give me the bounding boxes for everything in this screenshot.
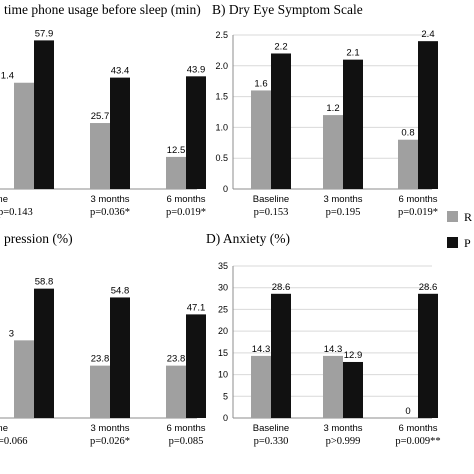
y-tick-label: 15 bbox=[218, 348, 228, 358]
y-tick-label: 30 bbox=[218, 283, 228, 293]
panel-title: D) Anxiety (%) bbox=[206, 231, 290, 246]
p-value-label: p=0.330 bbox=[254, 436, 289, 447]
y-tick-label: 5 bbox=[223, 391, 228, 401]
data-label: 23.8 bbox=[91, 354, 110, 365]
y-tick-label: 2.0 bbox=[215, 61, 228, 71]
bar-p-baseline bbox=[271, 293, 291, 418]
bar-r-baseline bbox=[251, 355, 271, 418]
bar-r-3-months bbox=[323, 355, 343, 418]
panel-title: B) Dry Eye Symptom Scale bbox=[212, 2, 363, 17]
p-value-label: p=0.019* bbox=[398, 207, 438, 218]
p-value-label: p=0.143 bbox=[0, 207, 33, 218]
bar-p-baseline bbox=[271, 53, 291, 190]
bar-p-6-months bbox=[186, 76, 206, 189]
p-value-label: p=0.195 bbox=[326, 207, 361, 218]
category-label: Baseline bbox=[253, 423, 289, 434]
panel-title: time phone usage before sleep (min) bbox=[4, 2, 201, 17]
data-label: 2.1 bbox=[346, 48, 359, 59]
bar-p-6-months bbox=[186, 314, 206, 418]
category-label: 6 months bbox=[166, 194, 205, 205]
bar-p-3-months bbox=[343, 361, 363, 418]
category-label: Baseline bbox=[0, 423, 8, 434]
bar-p-3-months bbox=[343, 59, 363, 189]
bar-r-3-months bbox=[90, 365, 110, 418]
bar-p-3-months bbox=[110, 77, 130, 189]
data-label: 43.4 bbox=[111, 66, 130, 77]
p-value-label: p=0.085 bbox=[169, 436, 204, 447]
data-label: 12.5 bbox=[167, 145, 186, 156]
y-tick-label: 0 bbox=[223, 184, 228, 194]
bar-p-6-months bbox=[418, 293, 438, 418]
chart-panel-a: time phone usage before sleep (min) 1.4 57… bbox=[0, 2, 206, 218]
category-label: Baseline bbox=[0, 194, 8, 205]
y-tick-label: 20 bbox=[218, 326, 228, 336]
data-label: 25.7 bbox=[91, 111, 110, 122]
y-tick-label: 0 bbox=[223, 413, 228, 423]
y-tick-label: 1.0 bbox=[215, 122, 228, 132]
legend: RP bbox=[447, 210, 472, 250]
bar-r-6-months bbox=[166, 156, 186, 189]
data-label: 28.6 bbox=[272, 282, 291, 293]
bar-r-6-months bbox=[398, 139, 418, 189]
data-label: 3 bbox=[9, 328, 14, 339]
data-label: 28.6 bbox=[419, 282, 438, 293]
category-label: 3 months bbox=[323, 194, 362, 205]
data-label: 54.8 bbox=[111, 285, 130, 296]
y-tick-label: 25 bbox=[218, 304, 228, 314]
category-label: 3 months bbox=[90, 194, 129, 205]
data-label: 2.2 bbox=[274, 41, 287, 52]
data-label: 0 bbox=[405, 406, 410, 417]
p-value-label: =0.066 bbox=[0, 436, 28, 447]
p-value-label: p>0.999 bbox=[326, 436, 361, 447]
panel-title: pression (%) bbox=[4, 231, 73, 246]
bar-p-baseline bbox=[34, 288, 54, 418]
chart-panel-c: pression (%) 3 58.8 Baseline =0.066 23.8 54.8 3… bbox=[0, 231, 206, 447]
data-label: 23.8 bbox=[167, 354, 186, 365]
data-label: 57.9 bbox=[35, 28, 54, 39]
data-label: 1.4 bbox=[1, 71, 14, 82]
bar-p-3-months bbox=[110, 297, 130, 418]
data-label: 1.6 bbox=[254, 78, 267, 89]
bar-p-baseline bbox=[34, 40, 54, 189]
y-tick-label: 1.5 bbox=[215, 92, 228, 102]
p-value-label: p=0.026* bbox=[90, 436, 130, 447]
p-value-label: p=0.009** bbox=[395, 436, 440, 447]
data-label: 14.3 bbox=[252, 344, 271, 355]
legend-label: P bbox=[464, 236, 471, 250]
y-tick-label: 0.5 bbox=[215, 153, 228, 163]
y-tick-label: 10 bbox=[218, 370, 228, 380]
category-label: 3 months bbox=[90, 423, 129, 434]
legend-swatch bbox=[447, 237, 458, 248]
data-label: 2.4 bbox=[421, 29, 434, 40]
bar-r-baseline bbox=[14, 82, 34, 189]
data-label: 0.8 bbox=[401, 128, 414, 139]
category-label: 6 months bbox=[398, 423, 437, 434]
data-label: 14.3 bbox=[324, 344, 343, 355]
chart-panel-d: D) Anxiety (%) 0 5 10 15 20 25 30 35 14.3 28.6 Base… bbox=[206, 231, 441, 447]
data-label: 12.9 bbox=[344, 350, 363, 361]
bar-r-baseline bbox=[14, 340, 34, 418]
y-tick-label: 2.5 bbox=[215, 30, 228, 40]
bar-r-3-months bbox=[90, 123, 110, 189]
p-value-label: p=0.036* bbox=[90, 207, 130, 218]
data-label: 1.2 bbox=[326, 103, 339, 114]
legend-swatch bbox=[447, 211, 458, 222]
data-label: 58.8 bbox=[35, 277, 54, 288]
legend-label: R bbox=[464, 210, 472, 224]
p-value-label: p=0.153 bbox=[254, 207, 289, 218]
data-label: 43.9 bbox=[187, 64, 206, 75]
bar-p-6-months bbox=[418, 41, 438, 189]
p-value-label: p=0.019* bbox=[166, 207, 206, 218]
y-tick-label: 35 bbox=[218, 261, 228, 271]
category-label: 3 months bbox=[323, 423, 362, 434]
category-label: Baseline bbox=[253, 194, 289, 205]
bar-r-baseline bbox=[251, 90, 271, 189]
category-label: 6 months bbox=[398, 194, 437, 205]
category-label: 6 months bbox=[166, 423, 205, 434]
data-label: 47.1 bbox=[187, 302, 206, 313]
bar-r-6-months bbox=[166, 365, 186, 418]
chart-panel-b: B) Dry Eye Symptom Scale 0 0.5 1.0 1.5 2.0 2.5… bbox=[212, 2, 438, 218]
bar-r-3-months bbox=[323, 115, 343, 189]
